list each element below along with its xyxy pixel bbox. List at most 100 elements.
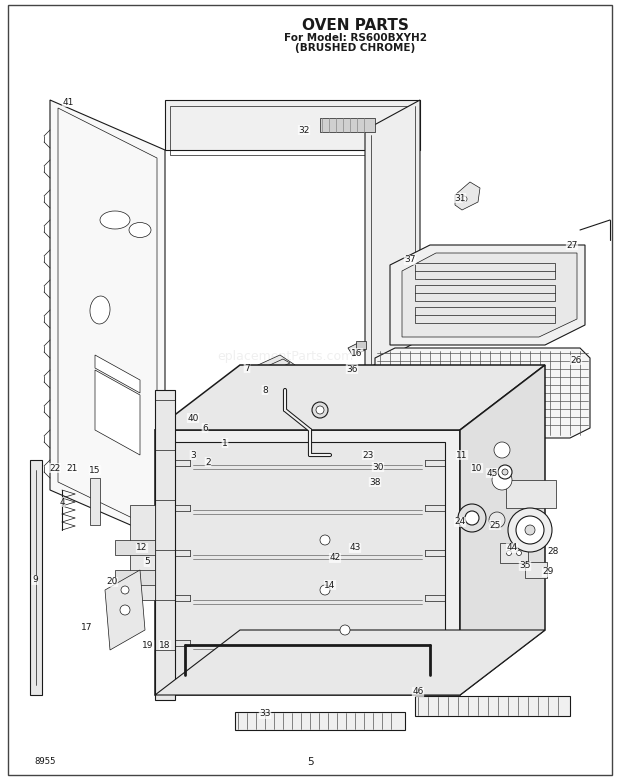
Text: 28: 28 [547,547,559,557]
Polygon shape [225,355,295,390]
Text: OVEN PARTS: OVEN PARTS [301,18,409,33]
Polygon shape [155,430,460,695]
Text: 6: 6 [202,423,208,433]
Text: 38: 38 [370,477,381,487]
Circle shape [465,511,479,525]
Circle shape [316,406,324,414]
Circle shape [320,585,330,595]
Polygon shape [460,365,545,695]
Text: (BRUSHED CHROME): (BRUSHED CHROME) [295,43,415,53]
Text: 40: 40 [187,413,198,423]
Ellipse shape [100,211,130,229]
Ellipse shape [90,296,110,324]
Circle shape [121,586,129,594]
Text: 3: 3 [190,451,196,459]
Polygon shape [348,342,365,356]
Text: 41: 41 [63,97,74,107]
Polygon shape [115,540,155,555]
Polygon shape [365,100,420,370]
Text: 42: 42 [329,554,340,562]
Text: 7: 7 [244,364,250,372]
Polygon shape [390,245,585,345]
Text: 43: 43 [349,543,361,553]
Text: 4: 4 [59,498,65,506]
Circle shape [492,470,512,490]
Circle shape [502,469,508,475]
Bar [356,341,366,349]
Polygon shape [30,460,42,695]
Bar [500,543,528,563]
Text: 17: 17 [81,623,93,633]
Text: 26: 26 [570,355,582,365]
Text: 32: 32 [298,125,309,135]
Text: 1: 1 [222,438,228,448]
Text: 23: 23 [362,451,374,459]
Text: 11: 11 [456,451,467,459]
Text: 33: 33 [259,710,271,718]
Text: 18: 18 [159,641,170,649]
Circle shape [320,535,330,545]
Bar [235,712,405,730]
Polygon shape [402,253,577,337]
Polygon shape [155,365,545,430]
Circle shape [312,402,328,418]
Ellipse shape [129,223,151,238]
Polygon shape [455,182,480,210]
Text: 29: 29 [542,568,554,576]
Text: 36: 36 [346,365,358,373]
Polygon shape [105,570,145,650]
Circle shape [516,516,544,544]
Text: 9: 9 [32,575,38,585]
Polygon shape [155,390,175,700]
Text: 2: 2 [205,458,211,466]
Polygon shape [50,100,165,540]
Text: 21: 21 [66,463,78,473]
Bar [320,118,375,132]
Text: 8: 8 [262,386,268,394]
Circle shape [498,465,512,479]
Text: 16: 16 [352,349,363,358]
Circle shape [458,504,486,532]
Circle shape [494,442,510,458]
Circle shape [489,512,505,528]
Text: 5: 5 [307,757,313,767]
Text: 31: 31 [454,194,466,202]
Text: 8955: 8955 [34,757,56,767]
Circle shape [461,196,467,202]
Text: 45: 45 [486,469,498,477]
Circle shape [508,508,552,552]
Text: 44: 44 [507,543,518,553]
Text: 20: 20 [106,578,118,586]
Text: 46: 46 [412,688,423,696]
Polygon shape [375,348,590,438]
Text: 37: 37 [404,256,416,264]
Text: 10: 10 [471,463,483,473]
Circle shape [120,605,130,615]
Circle shape [516,550,521,556]
Bar [506,480,556,508]
Polygon shape [222,373,278,401]
Text: 5: 5 [144,557,150,567]
Polygon shape [95,355,140,393]
Text: 27: 27 [566,241,578,249]
Polygon shape [130,505,155,600]
Polygon shape [115,570,155,585]
Text: 24: 24 [454,517,466,527]
Text: eplacementParts.com: eplacementParts.com [217,350,353,363]
Text: 22: 22 [50,463,61,473]
Polygon shape [90,478,100,525]
Circle shape [525,525,535,535]
Polygon shape [155,630,545,695]
Polygon shape [170,442,445,683]
Circle shape [507,550,511,556]
Bar [525,562,547,578]
Text: 30: 30 [372,463,384,471]
Text: 14: 14 [324,580,335,590]
Text: 35: 35 [520,561,531,571]
Polygon shape [95,370,140,455]
Text: 15: 15 [89,466,100,474]
Circle shape [340,625,350,635]
Text: 12: 12 [136,543,148,553]
Polygon shape [165,100,420,150]
Bar [415,696,570,716]
